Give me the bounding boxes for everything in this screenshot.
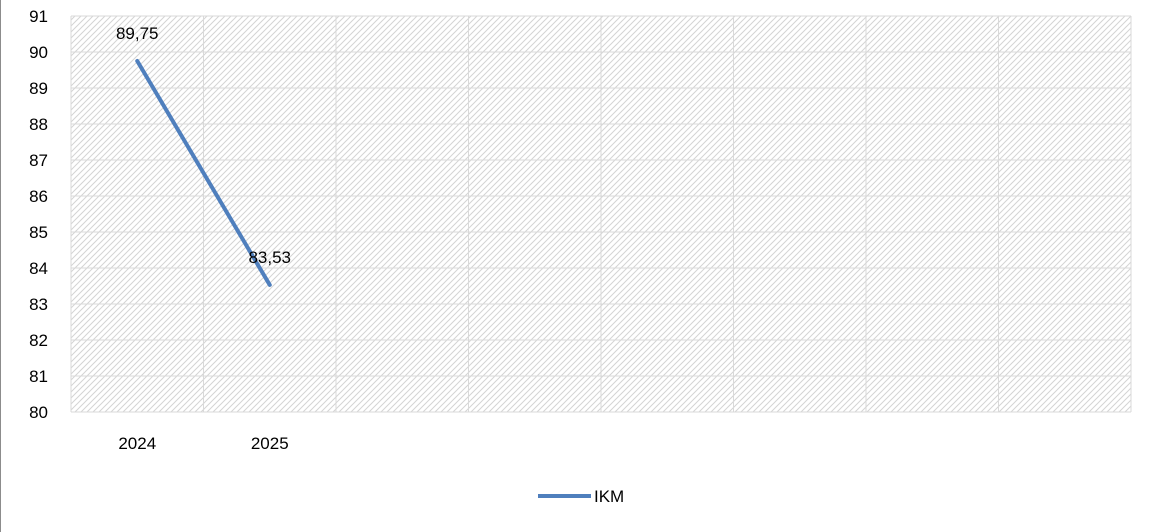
y-tick-label: 81 <box>29 367 48 386</box>
legend: IKM <box>538 487 624 506</box>
y-tick-label: 85 <box>29 223 48 242</box>
data-label: 89,75 <box>116 24 159 43</box>
y-tick-label: 89 <box>29 79 48 98</box>
y-tick-label: 90 <box>29 43 48 62</box>
y-tick-label: 80 <box>29 403 48 422</box>
grid-lines <box>70 15 1132 413</box>
x-axis-tick-labels: 2024 2025 <box>118 434 288 453</box>
y-tick-label: 83 <box>29 295 48 314</box>
y-tick-label: 84 <box>29 259 48 278</box>
y-tick-label: 82 <box>29 331 48 350</box>
y-tick-label: 86 <box>29 187 48 206</box>
series-lines <box>135 59 272 287</box>
data-labels: 89,75 83,53 <box>116 24 291 267</box>
y-tick-label: 91 <box>29 7 48 26</box>
y-tick-label: 88 <box>29 115 48 134</box>
data-label: 83,53 <box>248 248 291 267</box>
legend-label: IKM <box>594 487 624 506</box>
x-tick-label: 2024 <box>118 434 156 453</box>
series-line-ikm <box>135 59 272 287</box>
y-axis-tick-labels: 80 81 82 83 84 85 86 87 88 89 90 91 <box>29 7 48 422</box>
y-tick-label: 87 <box>29 151 48 170</box>
x-tick-label: 2025 <box>251 434 289 453</box>
